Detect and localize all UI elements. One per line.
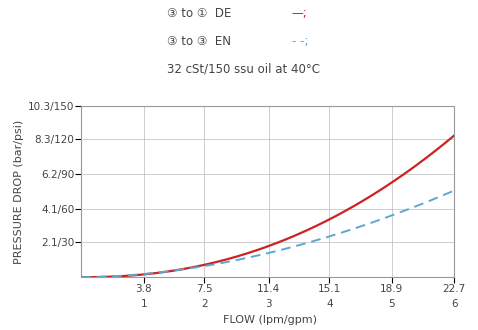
Y-axis label: PRESSURE DROP (bar/psi): PRESSURE DROP (bar/psi)	[14, 119, 24, 264]
Text: 3: 3	[265, 299, 272, 309]
Text: - -;: - -;	[292, 35, 308, 48]
Text: —;: —;	[292, 7, 307, 19]
Text: 2: 2	[201, 299, 208, 309]
Text: 6: 6	[451, 299, 457, 309]
Text: 1: 1	[141, 299, 147, 309]
Text: 5: 5	[388, 299, 395, 309]
Text: 32 cSt/150 ssu oil at 40°C: 32 cSt/150 ssu oil at 40°C	[167, 63, 320, 76]
Text: ③ to ③  EN: ③ to ③ EN	[167, 35, 235, 48]
Text: FLOW (lpm/gpm): FLOW (lpm/gpm)	[223, 315, 317, 325]
Text: 4: 4	[326, 299, 333, 309]
Text: ③ to ①  DE: ③ to ① DE	[167, 7, 236, 19]
